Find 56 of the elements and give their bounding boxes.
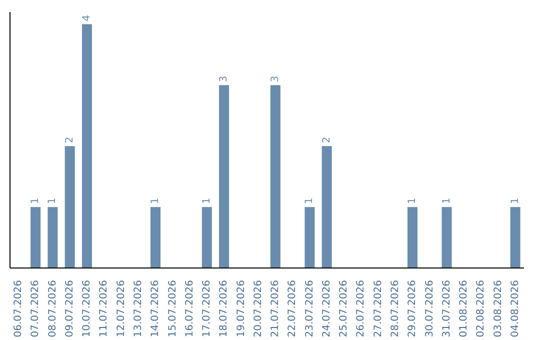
bar	[407, 207, 418, 268]
x-tick-label: 02.08.2026	[476, 280, 487, 338]
x-tick-label: 16.07.2026	[184, 280, 196, 338]
x-tick-label: 17.07.2026	[202, 280, 213, 338]
x-tick-label: 07.07.2026	[30, 280, 42, 338]
x-tick-label: 26.07.2026	[356, 280, 367, 338]
x-tick-label: 14.07.2026	[150, 280, 162, 338]
x-tick-label: 04.08.2026	[510, 280, 521, 338]
x-tick-label: 22.07.2026	[287, 280, 298, 338]
bar	[219, 85, 230, 268]
bar	[64, 146, 75, 268]
x-tick-label: 30.07.2026	[424, 280, 436, 338]
bar	[442, 207, 452, 268]
x-tick-label: 01.08.2026	[458, 280, 470, 338]
x-tick-label: 18.07.2026	[218, 280, 230, 338]
x-tick-label: 31.07.2026	[441, 280, 452, 338]
x-tick-label: 27.07.2026	[372, 280, 384, 338]
data-label: 1	[304, 198, 316, 204]
data-label: 4	[81, 14, 92, 22]
data-label: 1	[201, 198, 212, 204]
bar	[510, 207, 520, 268]
data-label: 1	[30, 198, 42, 204]
x-tick-label: 25.07.2026	[338, 280, 350, 338]
x-tick-label: 11.07.2026	[98, 280, 110, 338]
data-label: 2	[321, 136, 332, 144]
bar	[202, 207, 212, 268]
x-tick-label: 29.07.2026	[407, 280, 418, 338]
bar	[82, 24, 92, 268]
x-tick-label: 10.07.2026	[82, 280, 93, 338]
x-tick-label: 15.07.2026	[167, 280, 178, 338]
x-tick-label: 21.07.2026	[270, 280, 282, 338]
data-label: 1	[406, 198, 418, 204]
data-label: 3	[270, 76, 281, 82]
data-label: 1	[510, 198, 521, 204]
data-label: 1	[441, 198, 452, 204]
x-tick-label: 28.07.2026	[390, 280, 401, 338]
x-tick-label: 03.08.2026	[492, 280, 504, 338]
x-tick-label: 19.07.2026	[236, 280, 247, 338]
x-tick-label: 13.07.2026	[133, 280, 144, 338]
x-tick-label: 23.07.2026	[304, 280, 316, 338]
bar	[150, 207, 160, 268]
data-label: 2	[64, 136, 76, 144]
x-tick-label: 09.07.2026	[64, 280, 76, 338]
data-label: 1	[150, 198, 161, 204]
bar	[322, 146, 332, 268]
x-tick-label: 24.07.2026	[321, 280, 332, 338]
x-tick-label: 06.07.2026	[13, 280, 24, 338]
bar	[304, 207, 315, 268]
x-tick-label: 12.07.2026	[116, 280, 127, 338]
bar	[48, 207, 58, 268]
bar	[270, 85, 280, 268]
data-label: 1	[47, 198, 58, 204]
x-tick-label: 20.07.2026	[252, 280, 264, 338]
bar	[30, 207, 41, 268]
data-label: 3	[218, 76, 230, 82]
x-tick-label: 08.07.2026	[47, 280, 58, 338]
